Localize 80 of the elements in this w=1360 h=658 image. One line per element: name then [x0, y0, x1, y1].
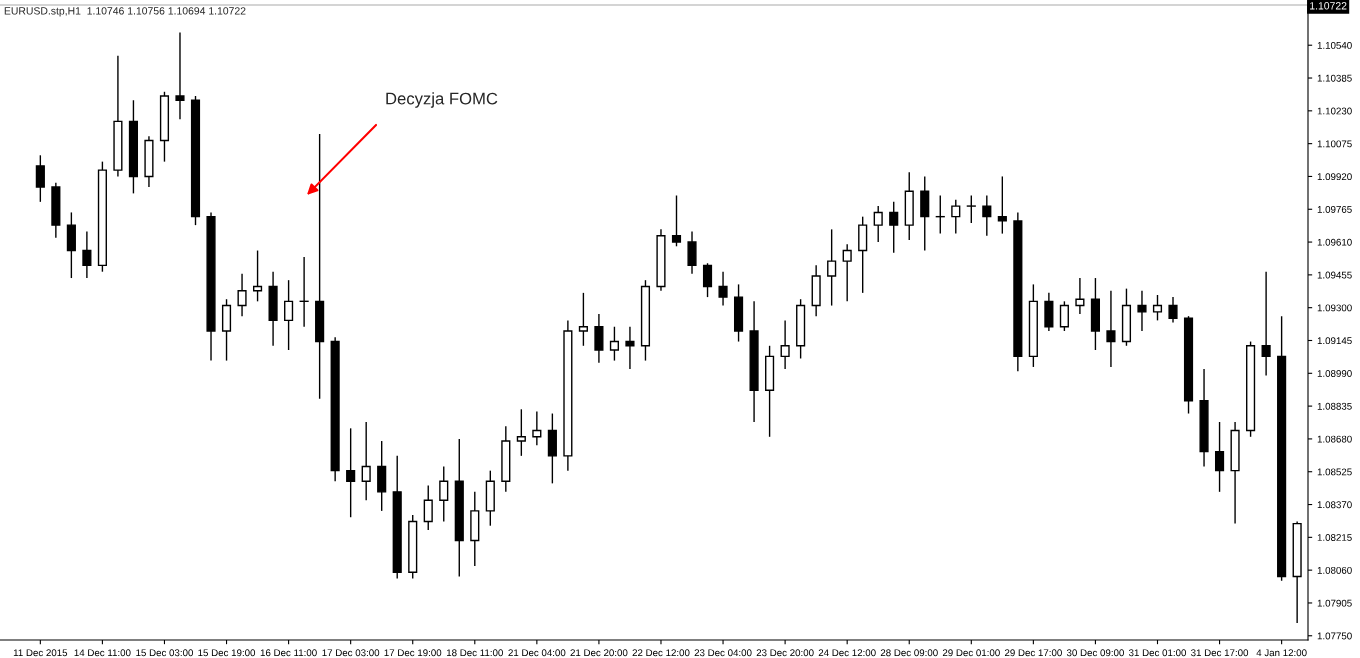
candlestick: [827, 228, 837, 307]
x-tick-label: 21 Dec 04:00: [508, 649, 566, 657]
y-tick-label: 1.08215: [1317, 534, 1352, 541]
x-tick-label: 18 Dec 11:00: [446, 649, 503, 657]
candlestick: [361, 421, 371, 501]
candlestick: [175, 31, 185, 120]
x-tick-label: 24 Dec 12:00: [818, 649, 876, 657]
y-tick-label: 1.08680: [1317, 435, 1352, 443]
y-tick-label: 1.09455: [1317, 271, 1352, 279]
candlestick: [1168, 296, 1178, 324]
y-tick-label: 1.09300: [1317, 304, 1352, 312]
candlestick: [439, 465, 449, 523]
candlestick: [594, 313, 604, 364]
x-tick-label: 11 Dec 2015: [13, 649, 68, 657]
y-tick-label: 1.09145: [1317, 337, 1352, 345]
x-tick-label: 31 Dec 01:00: [1128, 649, 1187, 657]
candlestick: [1059, 300, 1069, 332]
candlestick: [671, 194, 682, 247]
candlestick: [1214, 421, 1225, 493]
candlestick: [889, 201, 899, 254]
x-tick-label: 29 Dec 01:00: [942, 649, 1000, 657]
y-tick-label: 1.07750: [1317, 632, 1352, 640]
candlestick: [423, 484, 433, 531]
x-tick-label: 31 Dec 17:00: [1191, 649, 1249, 657]
candlestick: [237, 273, 247, 317]
candlestick: [516, 408, 526, 457]
ref-line-label: 1.10722: [1310, 2, 1347, 10]
x-tick-label: 22 Dec 12:00: [632, 649, 690, 657]
candlestick: [346, 427, 356, 518]
y-tick-label: 1.10540: [1317, 41, 1352, 49]
x-tick-label: 17 Dec 03:00: [322, 649, 380, 657]
candlestick: [702, 262, 713, 298]
candlestick: [842, 243, 852, 303]
x-tick-label: 16 Dec 11:00: [260, 649, 317, 657]
y-tick-label: 1.09765: [1317, 205, 1352, 213]
x-tick-label: 30 Dec 09:00: [1066, 649, 1124, 657]
annotation: Decyzja FOMC: [386, 92, 498, 108]
x-tick-label: 23 Dec 04:00: [694, 649, 752, 657]
candlestick: [997, 175, 1007, 235]
candlestick: [35, 154, 45, 203]
y-tick-label: 1.10385: [1317, 74, 1352, 82]
candlestick: [718, 271, 728, 307]
candlestick: [532, 410, 542, 446]
candlestick: [252, 249, 263, 303]
candlestick: [982, 194, 992, 237]
y-tick-label: 1.10230: [1317, 107, 1352, 115]
y-tick-label: 1.08370: [1317, 501, 1352, 509]
candlestick: [284, 279, 294, 351]
candlestick: [873, 205, 883, 243]
candlestick: [1261, 271, 1271, 377]
candlestick: [82, 230, 92, 279]
y-tick-label: 1.09920: [1317, 173, 1352, 181]
x-tick-label: 21 Dec 20:00: [570, 649, 628, 657]
y-tick-label: 1.08835: [1317, 402, 1352, 410]
candlestick: [966, 194, 976, 224]
candlestick: [578, 292, 588, 347]
y-tick-label: 1.08060: [1317, 566, 1352, 574]
candlestick: [609, 326, 620, 362]
candlestick: [1106, 290, 1116, 368]
chart-title: EURUSD.stp,H1 1.10746 1.10756 1.10694 1.10722: [4, 7, 246, 17]
candlestick: [951, 199, 961, 235]
x-tick-label: 23 Dec 20:00: [756, 649, 814, 657]
y-tick-label: 1.08990: [1317, 370, 1352, 377]
candlestick: [625, 326, 635, 370]
candlestick: [1152, 294, 1163, 322]
candlestick: [1137, 290, 1147, 332]
candlestick: [1075, 277, 1085, 315]
y-tick-label: 1.09610: [1317, 238, 1352, 246]
x-tick-label: 29 Dec 17:00: [1004, 649, 1062, 657]
x-tick-label: 4 Jan 12:00: [1256, 649, 1307, 657]
y-tick-label: 1.07905: [1317, 599, 1352, 607]
y-tick-label: 1.08525: [1317, 468, 1352, 476]
x-tick-label: 28 Dec 09:00: [880, 649, 938, 657]
candlestick: [687, 230, 697, 275]
x-tick-label: 15 Dec 03:00: [136, 649, 194, 657]
x-tick-label: 17 Dec 19:00: [384, 649, 442, 657]
x-tick-label: 15 Dec 19:00: [198, 649, 256, 657]
y-tick-label: 1.10075: [1317, 140, 1352, 148]
candlestick: [780, 319, 790, 370]
x-tick-label: 14 Dec 11:00: [74, 649, 131, 657]
